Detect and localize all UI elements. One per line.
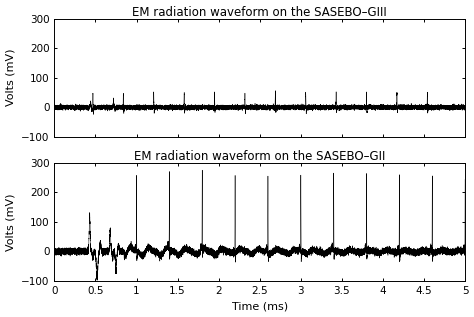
Title: EM radiation waveform on the SASEBO–GIII: EM radiation waveform on the SASEBO–GIII <box>132 6 387 19</box>
Y-axis label: Volts (mV): Volts (mV) <box>6 49 16 107</box>
Title: EM radiation waveform on the SASEBO–GII: EM radiation waveform on the SASEBO–GII <box>134 150 385 163</box>
Y-axis label: Volts (mV): Volts (mV) <box>6 193 16 251</box>
X-axis label: Time (ms): Time (ms) <box>232 301 288 311</box>
